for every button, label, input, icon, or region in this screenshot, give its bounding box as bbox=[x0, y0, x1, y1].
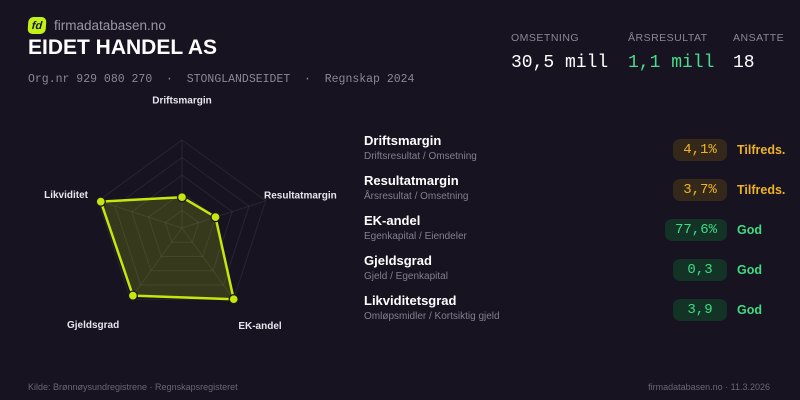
svg-text:Resultatmargin: Resultatmargin bbox=[264, 191, 337, 202]
svg-text:EK-andel: EK-andel bbox=[238, 321, 282, 332]
svg-text:Likviditet: Likviditet bbox=[44, 190, 89, 201]
svg-text:Gjeldsgrad: Gjeldsgrad bbox=[67, 320, 119, 331]
svg-text:Driftsmargin: Driftsmargin bbox=[152, 95, 211, 106]
